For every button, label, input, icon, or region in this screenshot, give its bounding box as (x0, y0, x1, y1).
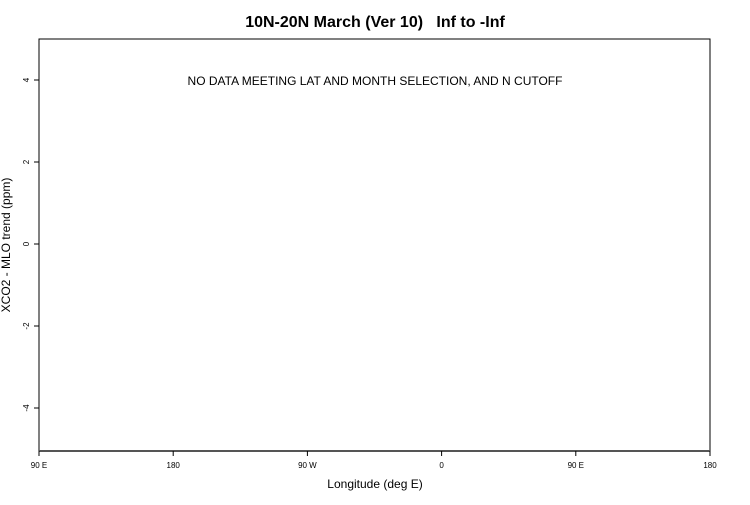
chart-title: 10N-20N March (Ver 10) Inf to -Inf (245, 14, 505, 31)
y-axis: 4 2 0 -2 -4 (22, 77, 39, 412)
plot-frame (38, 38, 711, 452)
y-tick-label: 2 (22, 159, 31, 164)
y-tick-label: 0 (22, 241, 31, 246)
y-axis-label: XCO2 - MLO trend (ppm) (0, 178, 13, 313)
x-axis: 90 E 180 90 W 0 90 E 180 (31, 451, 717, 470)
y-tick-label: -4 (22, 404, 31, 412)
no-data-annotation: NO DATA MEETING LAT AND MONTH SELECTION,… (188, 74, 563, 88)
y-tick-label: 4 (22, 77, 31, 82)
x-tick-label: 180 (703, 461, 717, 470)
x-tick-label: 90 W (298, 461, 317, 470)
x-tick-label: 180 (167, 461, 181, 470)
x-tick-label: 0 (439, 461, 444, 470)
x-tick-label: 90 E (568, 461, 584, 470)
y-tick-label: -2 (22, 322, 31, 330)
x-tick-label: 90 E (31, 461, 47, 470)
x-axis-label: Longitude (deg E) (327, 477, 422, 491)
